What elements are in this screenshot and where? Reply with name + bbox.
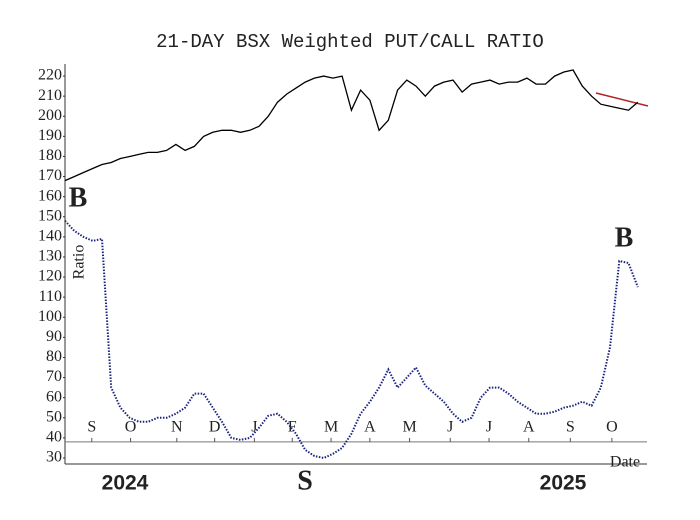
x-tick-label: O	[125, 419, 137, 436]
y-tick-label: 200	[38, 107, 62, 124]
x-tick-label: S	[566, 419, 575, 436]
x-tick-label: O	[606, 419, 618, 436]
x-tick-label: M	[324, 419, 338, 436]
year-label: 2025	[540, 472, 587, 495]
y-tick-label: 160	[38, 187, 62, 204]
x-tick-label: J	[486, 419, 492, 436]
y-axis-title: Ratio	[71, 245, 88, 280]
year-label: 2024	[102, 472, 149, 495]
x-tick-label: D	[209, 419, 221, 436]
y-tick-label: 140	[38, 228, 62, 245]
series-line	[64, 69, 639, 182]
trend-line	[595, 92, 649, 107]
x-tick-label: J	[447, 419, 453, 436]
annotation: S	[297, 465, 313, 496]
x-tick-label: A	[523, 419, 535, 436]
x-tick-label: N	[171, 419, 183, 436]
y-tick-label: 30	[46, 449, 62, 466]
x-tick-label: J	[251, 419, 257, 436]
y-tick-label: 130	[38, 248, 62, 265]
y-tick-label: 210	[38, 87, 62, 104]
x-tick-label: M	[402, 419, 416, 436]
y-tick-label: 50	[46, 408, 62, 425]
chart-title: 21-DAY BSX Weighted PUT/CALL RATIO	[156, 31, 544, 53]
y-tick-label: 110	[39, 288, 62, 305]
y-tick-label: 180	[38, 147, 62, 164]
y-tick-label: 40	[46, 429, 62, 446]
x-tick-label: F	[288, 419, 297, 436]
y-tick-label: 70	[46, 368, 62, 385]
annotation: B	[615, 222, 634, 253]
y-tick-label: 60	[46, 388, 62, 405]
annotation: B	[69, 182, 88, 213]
y-tick-label: 90	[46, 328, 62, 345]
y-tick-label: 80	[46, 348, 62, 365]
x-axis-title: Date	[610, 454, 640, 471]
y-tick-label: 220	[38, 67, 62, 84]
series-line	[64, 220, 639, 460]
y-tick-label: 120	[38, 268, 62, 285]
x-tick-label: S	[87, 419, 96, 436]
y-tick-label: 190	[38, 127, 62, 144]
y-tick-label: 100	[38, 308, 62, 325]
x-tick-label: A	[364, 419, 376, 436]
y-tick-label: 150	[38, 207, 62, 224]
y-tick-label: 170	[38, 167, 62, 184]
